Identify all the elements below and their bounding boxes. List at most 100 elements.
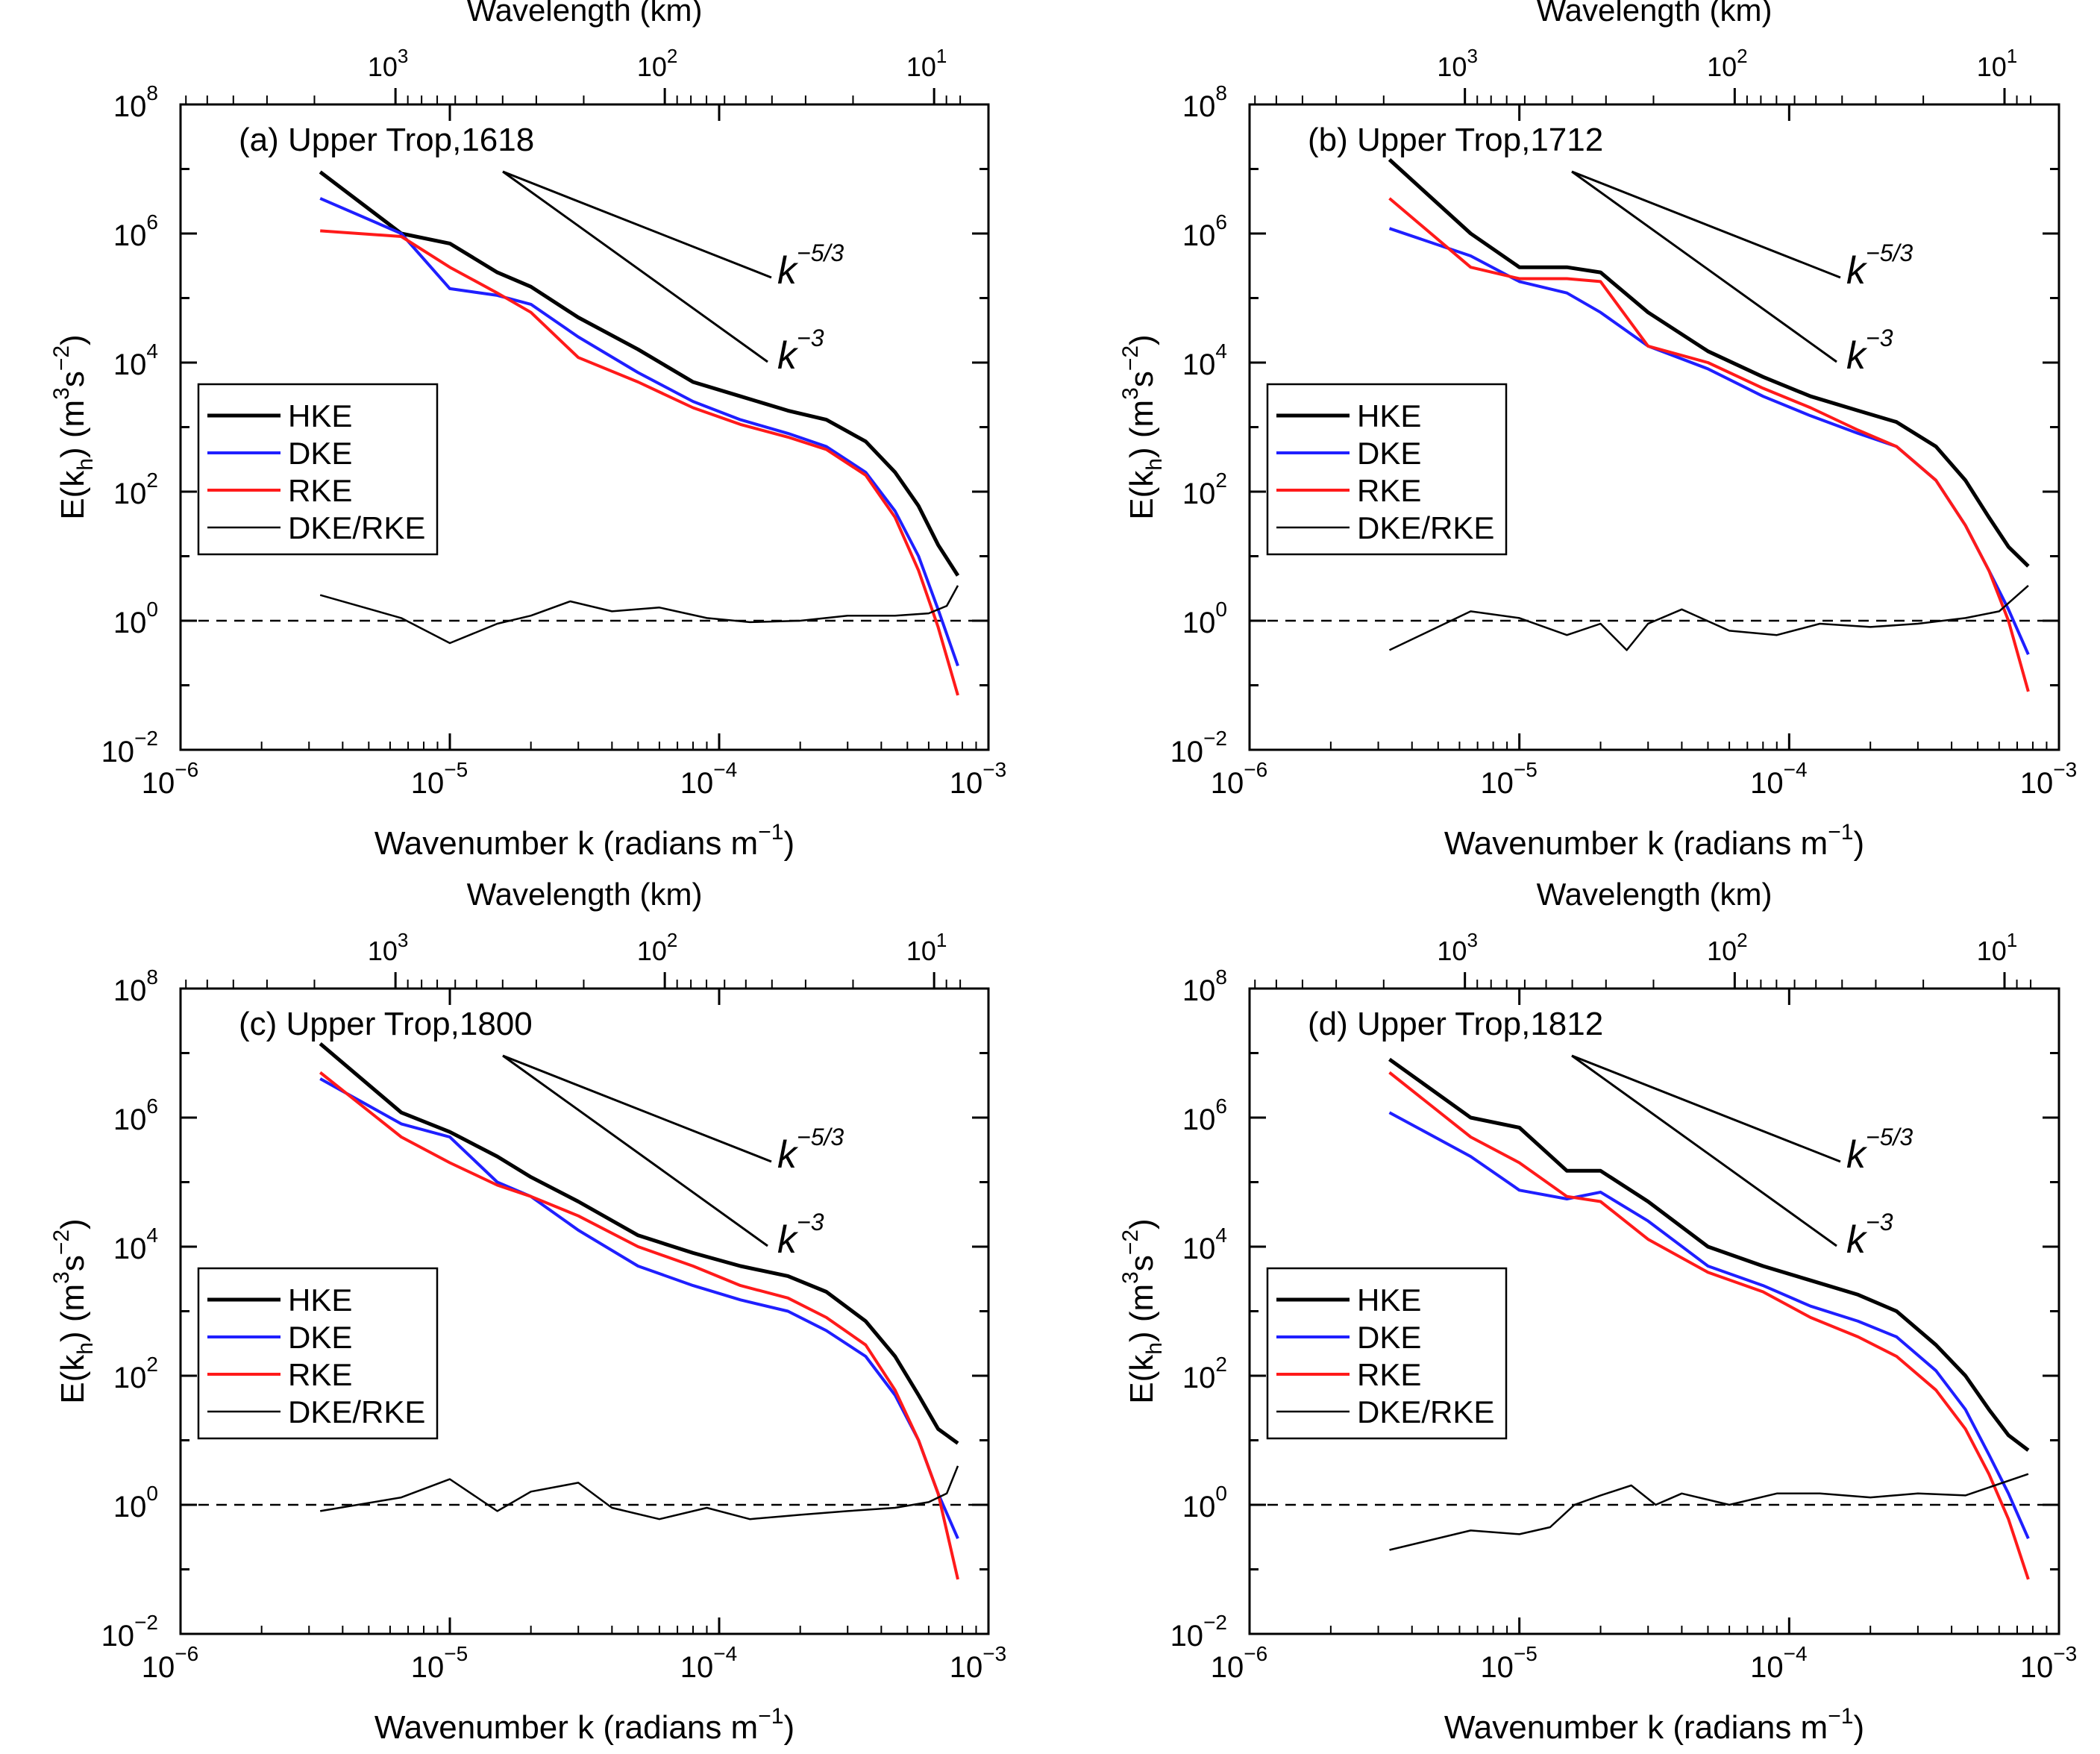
legend-label: RKE — [1357, 1357, 1421, 1392]
legend-label: HKE — [288, 398, 352, 433]
legend-label: HKE — [288, 1282, 352, 1318]
legend-label: DKE — [288, 436, 352, 471]
x-axis-label: Wavenumber k (radians m−1) — [1444, 820, 1864, 862]
y-axis-label: E(kh) (m3s−2) — [49, 1218, 98, 1403]
legend-label: RKE — [288, 473, 352, 508]
series-rke — [1388, 1071, 2030, 1580]
x-tick-label: 10−3 — [950, 1642, 1006, 1684]
series-hke — [319, 170, 960, 577]
panel-title: (d) Upper Trop,1812 — [1308, 1006, 1603, 1042]
x-axis-label: Wavenumber k (radians m−1) — [1444, 1704, 1864, 1746]
x-tick-label: 10−6 — [142, 758, 198, 800]
y-tick-label: 10−2 — [1170, 1611, 1227, 1653]
slope-line-3 — [1571, 170, 1837, 363]
top-axis-label: Wavelength (km) — [467, 877, 703, 912]
x-tick-label: 10−3 — [2020, 758, 2077, 800]
panel-a: 10−6 10−5 10−4 10−3 103 102 101 Wavelength (km)… — [49, 0, 1006, 862]
y-tick-label: 108 — [1182, 965, 1227, 1007]
y-tick-label: 104 — [1182, 1224, 1227, 1265]
top-tick-label: 102 — [1707, 45, 1748, 82]
legend-label: RKE — [288, 1357, 352, 1392]
legend-box — [197, 1267, 439, 1440]
x-tick-label: 10−6 — [1211, 758, 1267, 800]
panel-title: (a) Upper Trop,1618 — [239, 122, 534, 158]
slope-line-5-3 — [1571, 1054, 1841, 1163]
legend-label: RKE — [1357, 473, 1421, 508]
x-tick-label: 10−6 — [1211, 1642, 1267, 1684]
x-tick-label: 10−5 — [1480, 758, 1537, 800]
y-tick-label: 106 — [113, 1094, 158, 1136]
top-axis-label: Wavelength (km) — [467, 0, 703, 28]
top-tick-label: 103 — [1437, 929, 1478, 966]
series-rke — [320, 229, 959, 696]
y-tick-label: 108 — [113, 965, 158, 1007]
y-tick-label: 108 — [1182, 81, 1227, 123]
x-tick-label: 10−6 — [142, 1642, 198, 1684]
top-axis-label: Wavelength (km) — [1537, 877, 1773, 912]
y-tick-label: 102 — [1182, 1353, 1227, 1394]
y-tick-label: 102 — [113, 1353, 158, 1394]
y-axis-label: E(kh) (m3s−2) — [1118, 334, 1167, 519]
y-tick-label: 100 — [1182, 1482, 1227, 1523]
x-tick-label: 10−5 — [1480, 1642, 1537, 1684]
top-tick-label: 101 — [906, 929, 947, 966]
x-tick-label: 10−3 — [2020, 1642, 2077, 1684]
x-tick-label: 10−3 — [950, 758, 1006, 800]
series-rke — [319, 1071, 959, 1580]
slope-label-5-3: k−5/3 — [1846, 1124, 1913, 1177]
top-tick-label: 103 — [1437, 45, 1478, 82]
legend-label: DKE/RKE — [288, 1394, 425, 1429]
slope-label-3: k−3 — [1846, 325, 1893, 378]
y-tick-label: 100 — [1182, 598, 1227, 639]
legend-box — [1266, 1267, 1508, 1440]
slope-label-3: k−3 — [777, 325, 824, 378]
slope-label-3: k−3 — [1846, 1209, 1893, 1262]
slope-line-3 — [1571, 1054, 1837, 1247]
series-hke — [1388, 158, 2030, 568]
y-axis-label: E(kh) (m3s−2) — [1118, 1218, 1167, 1403]
x-tick-label: 10−4 — [680, 1642, 737, 1684]
legend-label: DKE — [1357, 436, 1421, 471]
panel-b: 10−6 10−5 10−4 10−3 103 102 101 Wavelength (km)… — [1118, 0, 2077, 862]
y-tick-label: 100 — [113, 1482, 158, 1523]
slope-label-5-3: k−5/3 — [777, 1124, 844, 1177]
y-tick-label: 106 — [113, 210, 158, 252]
y-tick-label: 102 — [1182, 469, 1227, 510]
legend-label: DKE/RKE — [1357, 1394, 1494, 1429]
slope-line-5-3 — [502, 170, 772, 279]
series-hke — [1388, 1057, 2030, 1452]
y-tick-label: 106 — [1182, 210, 1227, 252]
legend-box — [1266, 383, 1508, 556]
x-tick-label: 10−4 — [680, 758, 737, 800]
slope-line-5-3 — [1571, 170, 1841, 279]
top-tick-label: 101 — [1977, 45, 2018, 82]
top-tick-label: 103 — [368, 45, 409, 82]
series-dke-rke — [319, 1465, 959, 1520]
top-axis-label: Wavelength (km) — [1537, 0, 1773, 28]
y-tick-label: 100 — [113, 598, 158, 639]
panel-title: (c) Upper Trop,1800 — [239, 1006, 533, 1042]
legend-label: HKE — [1357, 1282, 1421, 1318]
slope-line-3 — [502, 170, 768, 363]
legend-label: DKE/RKE — [1357, 510, 1494, 545]
x-axis-label: Wavenumber k (radians m−1) — [374, 1704, 794, 1746]
y-tick-label: 10−2 — [101, 727, 158, 768]
x-tick-label: 10−5 — [411, 758, 468, 800]
y-tick-label: 102 — [113, 469, 158, 510]
legend-label: DKE — [1357, 1320, 1421, 1355]
legend-label: HKE — [1357, 398, 1421, 433]
y-tick-label: 106 — [1182, 1094, 1227, 1136]
series-dke-rke — [1388, 584, 2029, 651]
y-tick-label: 104 — [113, 339, 158, 381]
legend-box — [197, 383, 439, 556]
series-hke — [319, 1042, 959, 1445]
series-dke-rke — [319, 585, 959, 645]
series-dke — [319, 197, 959, 667]
slope-label-5-3: k−5/3 — [777, 239, 844, 292]
y-axis-label: E(kh) (m3s−2) — [49, 334, 98, 519]
slope-label-5-3: k−5/3 — [1846, 239, 1913, 292]
x-tick-label: 10−5 — [411, 1642, 468, 1684]
series-dke — [1388, 1111, 2030, 1540]
panel-d: 10−6 10−5 10−4 10−3 103 102 101 Wavelength (km)… — [1118, 877, 2077, 1746]
